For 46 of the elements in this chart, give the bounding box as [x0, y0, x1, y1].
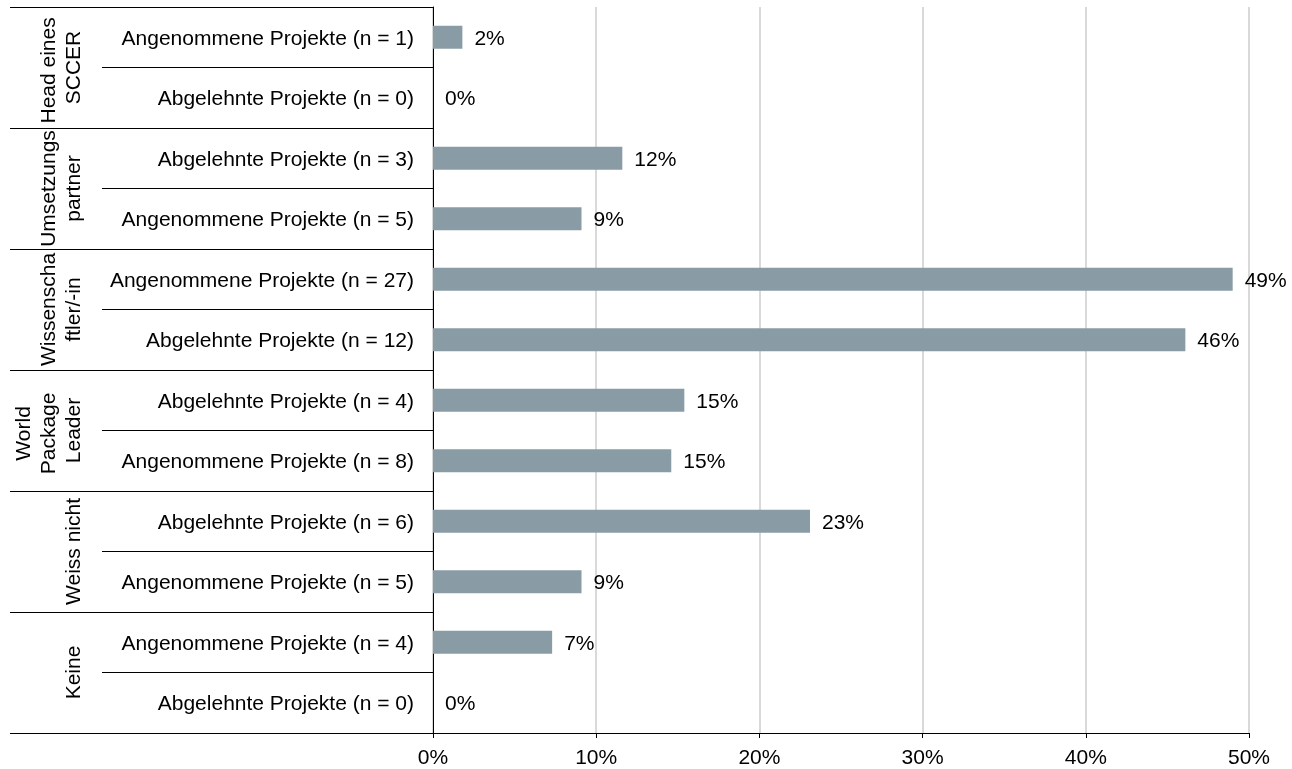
bar — [433, 25, 463, 49]
x-tick-label: 50% — [1227, 745, 1271, 768]
y-tick-label: Angenommene Projekte (n = 5) — [121, 207, 414, 231]
y-tick-label: Abgelehnte Projekte (n = 12) — [146, 328, 414, 352]
text: Wissenschaftler/-in — [36, 252, 84, 367]
bar — [433, 207, 582, 231]
bar — [433, 267, 1233, 291]
bar — [433, 449, 672, 473]
y-tick-label: Angenommene Projekte (n = 8) — [121, 449, 414, 473]
data-label: 15% — [683, 449, 726, 473]
data-label: 9% — [593, 207, 624, 231]
x-tick-label: 10% — [575, 745, 618, 768]
data-label: 12% — [634, 146, 677, 170]
y-tick-label: Abgelehnte Projekte (n = 0) — [157, 86, 414, 110]
bar — [433, 146, 623, 170]
bar — [433, 570, 582, 594]
y-tick-label: Angenommene Projekte (n = 5) — [121, 570, 414, 594]
bar — [433, 388, 685, 412]
y-tick-label: Abgelehnte Projekte (n = 6) — [157, 509, 414, 533]
data-label: 7% — [564, 630, 595, 654]
text: Keine — [61, 645, 84, 700]
data-label: 0% — [445, 691, 476, 715]
bar — [433, 328, 1186, 352]
text: World Package Leader — [11, 386, 84, 475]
y-tick-label: Angenommene Projekte (n = 1) — [121, 25, 414, 49]
y-tick-label: Abgelehnte Projekte (n = 3) — [157, 146, 414, 170]
y-tick-label: Angenommene Projekte (n = 4) — [121, 630, 414, 654]
data-label: 15% — [696, 388, 739, 412]
text: Umsetzungspartner — [36, 130, 84, 247]
x-tick-label: 30% — [901, 745, 944, 768]
bar — [433, 630, 553, 654]
x-tick-label: 40% — [1064, 745, 1107, 768]
data-label: 9% — [593, 570, 624, 594]
y-tick-label: Abgelehnte Projekte (n = 4) — [157, 388, 414, 412]
text: Head eines SCCER — [36, 11, 84, 124]
data-label: 2% — [474, 25, 505, 49]
y-tick-label: Angenommene Projekte (n = 27) — [109, 267, 414, 291]
x-tick-label: 20% — [738, 745, 781, 768]
text: Weiss nicht — [61, 497, 84, 605]
data-label: 23% — [821, 509, 865, 533]
y-tick-label: Abgelehnte Projekte (n = 0) — [157, 691, 414, 715]
data-label: 46% — [1197, 328, 1240, 352]
bar — [433, 509, 810, 533]
data-label: 0% — [445, 86, 476, 110]
data-label: 49% — [1244, 267, 1287, 291]
x-tick-label: 0% — [417, 745, 449, 768]
